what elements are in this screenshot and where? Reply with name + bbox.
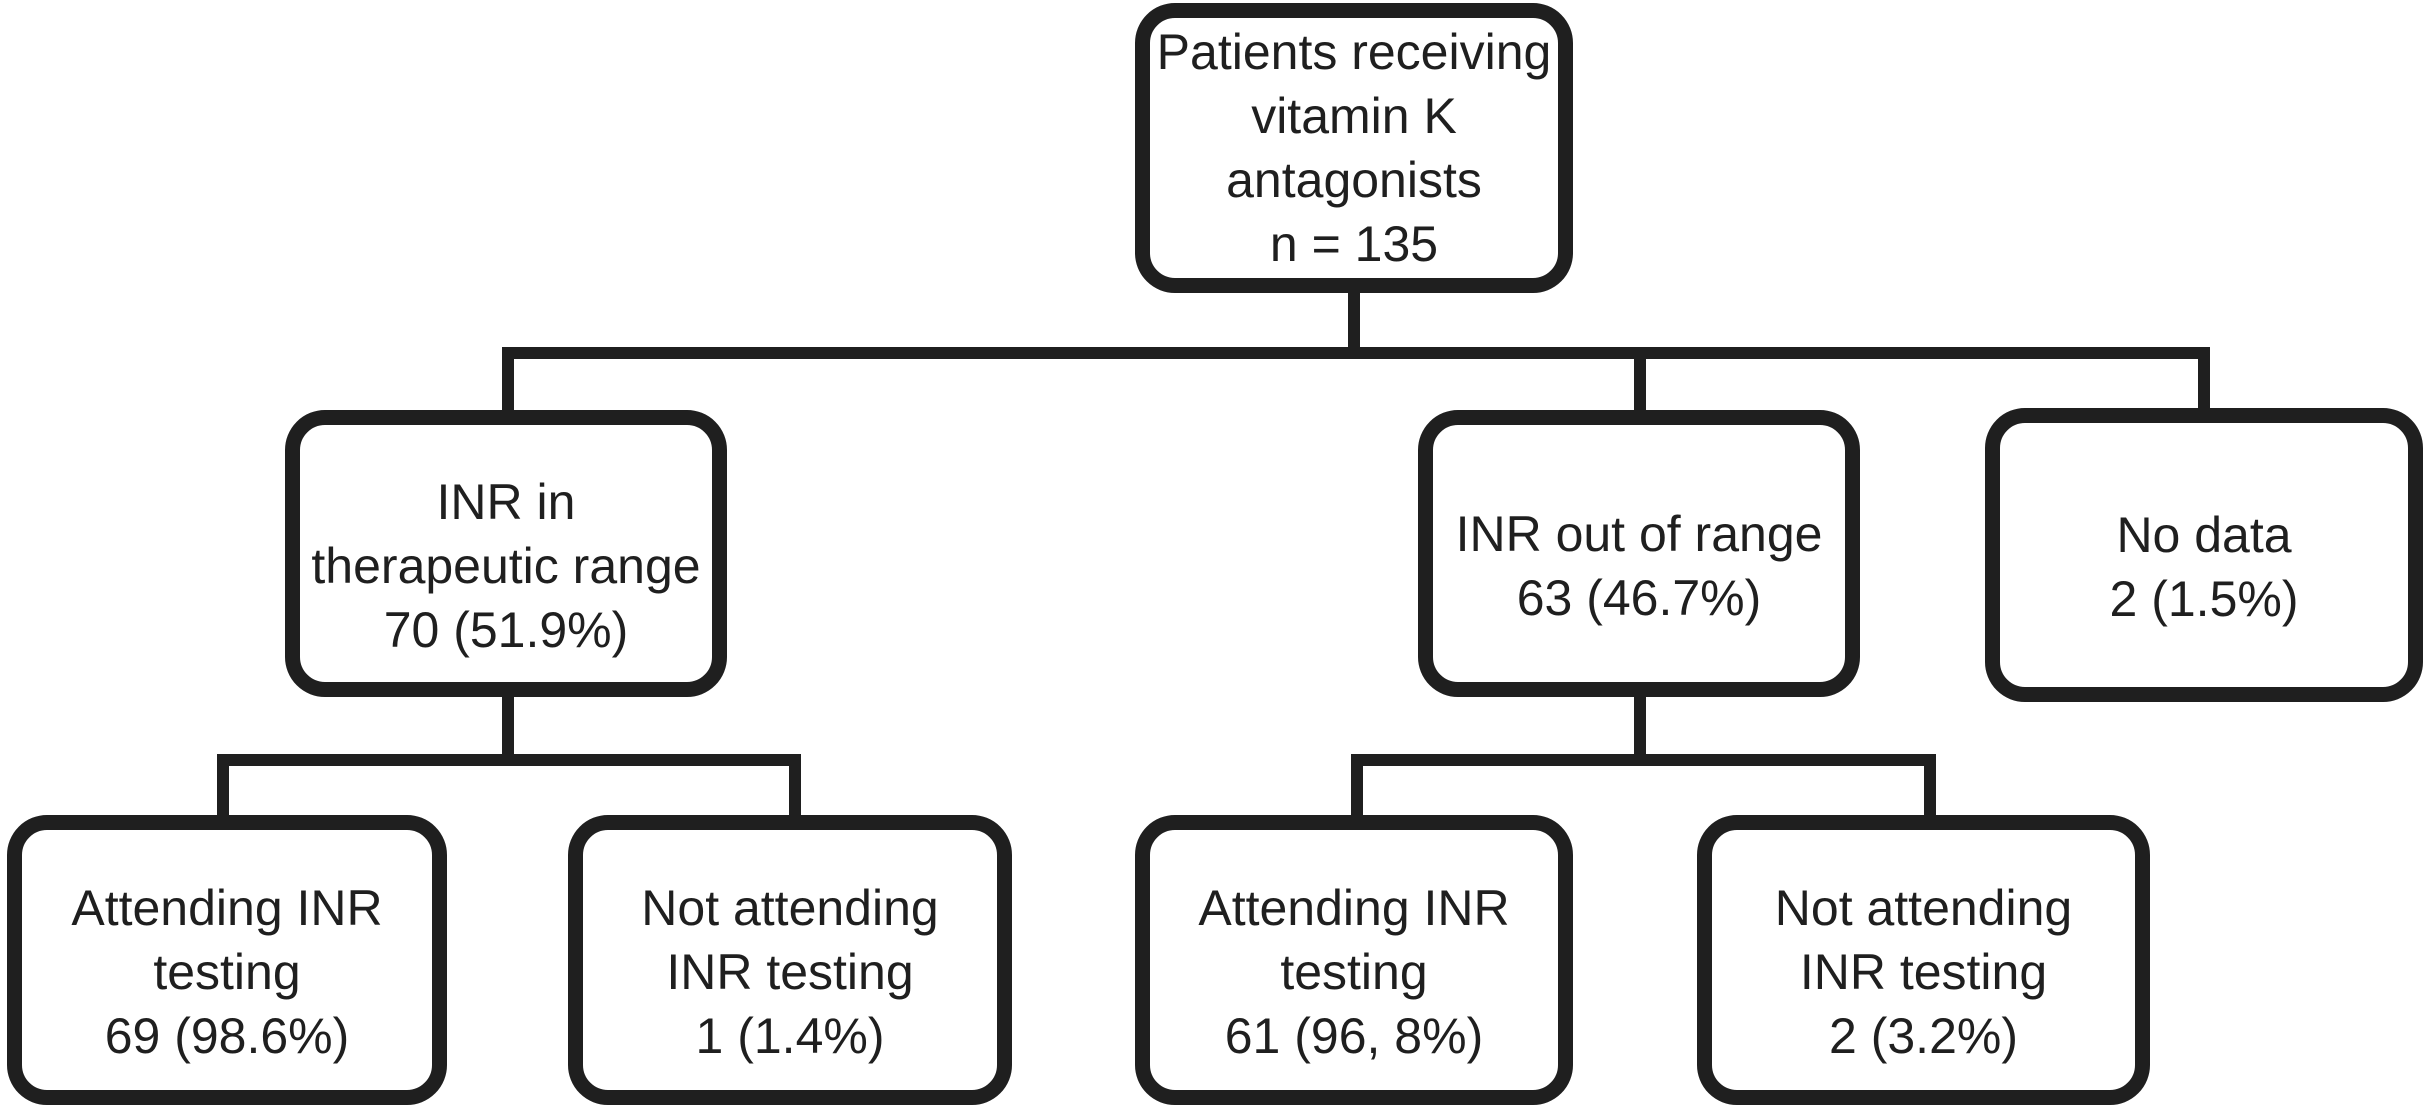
node-inr-out-of-range-label: INR out of range 63 (46.7%) (1455, 505, 1823, 626)
connector-right-subtree-bus (1351, 754, 1936, 766)
connector-drop-not-attending-right (1924, 754, 1936, 821)
node-no-data-label: No data 2 (1.5%) (2109, 507, 2299, 627)
connector-drop-not-attending-left (789, 754, 801, 821)
node-out-range-attending-inr-testing: Attending INR testing 61 (96, 8%) (1135, 815, 1573, 1105)
connector-inr-in-range-stem (502, 691, 514, 766)
node-in-range-attending-label: Attending INR testing 69 (98.6%) (71, 880, 383, 1064)
node-inr-in-therapeutic-range: INR in therapeutic range 70 (51.9%) (285, 410, 727, 697)
connector-drop-inr-in-range (502, 347, 514, 416)
node-inr-in-therapeutic-range-label: INR in therapeutic range 70 (51.9%) (311, 473, 701, 658)
node-patients-receiving-vka-label: Patients receiving vitamin K antagonists… (1156, 24, 1552, 272)
node-patients-receiving-vka: Patients receiving vitamin K antagonists… (1135, 3, 1573, 293)
node-inr-out-of-range: INR out of range 63 (46.7%) (1418, 410, 1860, 697)
node-in-range-attending-inr-testing: Attending INR testing 69 (98.6%) (7, 815, 447, 1105)
node-in-range-not-attending-label: Not attending INR testing 1 (1.4%) (641, 880, 939, 1064)
connector-left-subtree-bus (217, 754, 801, 766)
node-out-range-not-attending-inr-testing: Not attending INR testing 2 (3.2%) (1697, 815, 2150, 1105)
node-in-range-not-attending-inr-testing: Not attending INR testing 1 (1.4%) (568, 815, 1012, 1105)
connector-level2-bus (502, 347, 2210, 359)
node-no-data: No data 2 (1.5%) (1985, 408, 2423, 702)
connector-drop-attending-right (1351, 754, 1363, 821)
connector-drop-attending-left (217, 754, 229, 821)
connector-drop-no-data (2198, 347, 2210, 414)
connector-inr-out-range-stem (1634, 691, 1646, 766)
connector-drop-inr-out-range (1634, 347, 1646, 416)
node-out-range-attending-label: Attending INR testing 61 (96, 8%) (1198, 880, 1510, 1064)
connector-root-stem (1348, 286, 1360, 359)
node-out-range-not-attending-label: Not attending INR testing 2 (3.2%) (1774, 880, 2073, 1064)
